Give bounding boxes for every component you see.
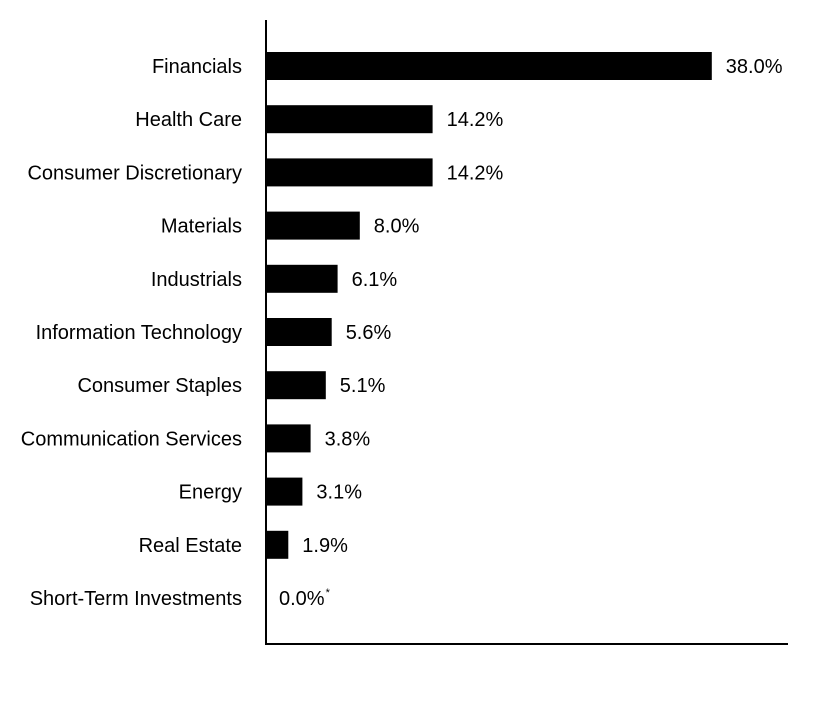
value-label-financials: 38.0%: [726, 56, 783, 78]
category-label-consumer-discretionary: Consumer Discretionary: [27, 162, 242, 184]
bar-real-estate: [266, 530, 289, 559]
category-label-communication-services: Communication Services: [21, 428, 242, 450]
bar-information-technology: [266, 318, 332, 346]
category-label-information-technology: Information Technology: [36, 322, 242, 344]
labels-group: Financials 38.0% Health Care 14.2% Consumer …: [21, 56, 783, 610]
category-label-consumer-staples: Consumer Staples: [77, 375, 242, 397]
value-label-communication-services: 3.8%: [325, 428, 371, 450]
value-label-health-care: 14.2%: [447, 109, 504, 131]
bar-industrials: [266, 264, 338, 293]
value-label-consumer-discretionary: 14.2%: [447, 162, 504, 184]
bar-consumer-discretionary: [266, 158, 433, 187]
value-label-industrials: 6.1%: [352, 269, 398, 291]
bar-communication-services: [266, 424, 311, 453]
category-label-materials: Materials: [161, 216, 242, 238]
bar-health-care: [266, 105, 433, 134]
value-label-short-term-investments: 0.0%: [279, 588, 325, 610]
category-label-financials: Financials: [152, 56, 242, 78]
bars-group: [266, 52, 712, 559]
value-label-energy: 3.1%: [316, 482, 362, 504]
category-label-real-estate: Real Estate: [139, 535, 242, 557]
footnote-mark-short-term-investments: *: [326, 587, 331, 599]
value-label-real-estate: 1.9%: [302, 535, 348, 557]
value-label-information-technology: 5.6%: [346, 322, 392, 344]
category-label-energy: Energy: [179, 482, 242, 504]
bar-materials: [266, 211, 360, 240]
bar-energy: [266, 477, 303, 506]
bar-financials: [266, 52, 712, 80]
category-label-short-term-investments: Short-Term Investments: [30, 588, 242, 610]
category-label-health-care: Health Care: [135, 109, 242, 131]
value-label-materials: 8.0%: [374, 216, 420, 238]
value-label-consumer-staples: 5.1%: [340, 375, 386, 397]
category-label-industrials: Industrials: [151, 269, 242, 291]
bar-consumer-staples: [266, 371, 326, 400]
